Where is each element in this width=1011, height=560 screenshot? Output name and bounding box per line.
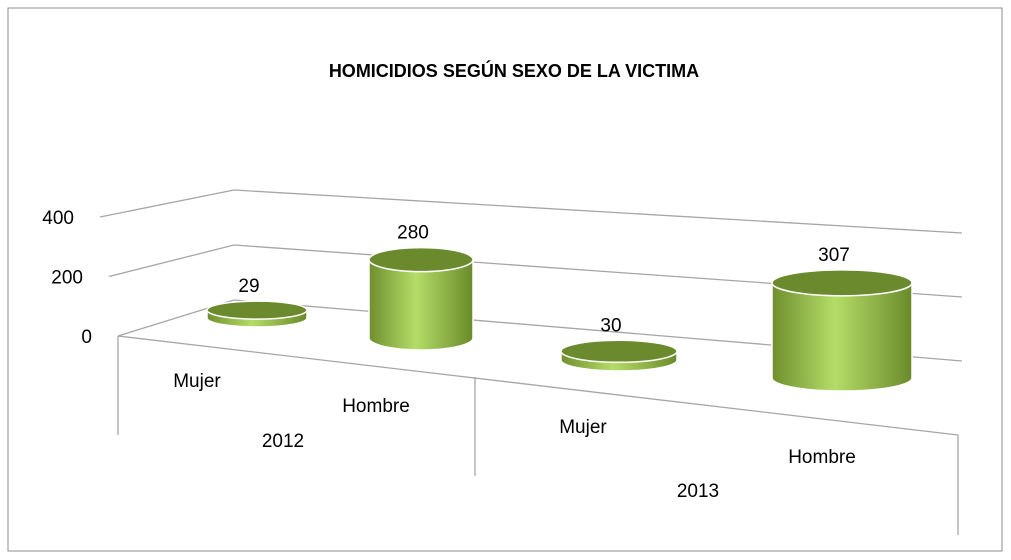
x-tick-label: Mujer [173,371,221,392]
grid-line [99,189,963,234]
bar-top [560,339,678,364]
y-tick-label: 0 [81,327,92,348]
bar-top [368,246,474,273]
value-label: 30 [600,315,621,336]
y-tick-label: 200 [51,268,83,289]
grid-line [117,299,963,362]
bar-top [771,269,913,297]
y-tick-label: 400 [42,208,74,229]
bar [368,258,474,351]
x-tick-label: Hombre [342,396,410,417]
value-label: 29 [238,276,259,297]
value-label: 307 [818,245,850,266]
x-tick-label: Mujer [559,417,607,438]
group-label: 2012 [262,431,304,452]
floor-edge [117,335,959,436]
chart-title: HOMICIDIOS SEGÚN SEXO DE LA VICTIMA [329,60,699,81]
group-label: 2013 [677,481,719,502]
bar [771,282,913,392]
grid-line [108,244,963,298]
x-tick-label: Hombre [788,447,856,468]
value-label: 280 [397,223,429,244]
bar-top [206,300,308,320]
